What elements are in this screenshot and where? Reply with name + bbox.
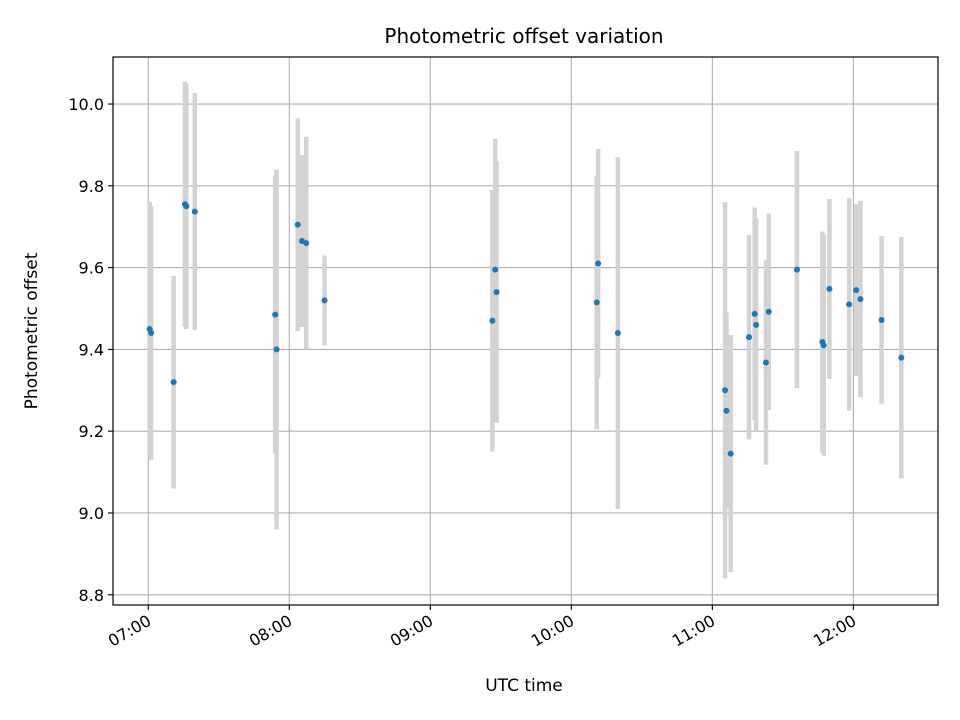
y-tick-label: 9.6	[79, 259, 104, 278]
data-point	[846, 301, 853, 308]
data-point	[765, 308, 772, 315]
data-point	[170, 379, 177, 386]
chart-title: Photometric offset variation	[384, 24, 663, 48]
data-point	[727, 450, 734, 457]
plot-frame	[112, 56, 939, 606]
data-point	[722, 387, 729, 394]
data-point	[826, 285, 833, 292]
grid	[113, 57, 938, 605]
data-point	[878, 316, 885, 323]
data-point	[183, 203, 190, 210]
x-axis-label: UTC time	[485, 676, 563, 696]
data-point	[853, 287, 860, 294]
data-point	[723, 407, 730, 414]
data-point	[492, 266, 499, 273]
y-tick-label: 8.8	[79, 586, 104, 605]
data-point	[321, 297, 328, 304]
data-point	[191, 208, 198, 215]
data-point	[820, 342, 827, 349]
data-point	[593, 299, 600, 306]
data-point	[857, 296, 864, 303]
data-point	[762, 359, 769, 366]
data-point	[489, 317, 496, 324]
data-points	[146, 201, 905, 457]
data-point	[753, 321, 760, 328]
data-point	[303, 240, 310, 247]
data-point	[595, 260, 602, 267]
data-point	[493, 289, 500, 296]
y-tick-label: 9.2	[79, 422, 104, 441]
y-tick-label: 10.0	[68, 95, 104, 114]
data-point	[148, 330, 155, 337]
data-point	[614, 330, 621, 337]
y-tick-label: 9.4	[79, 340, 104, 359]
data-point	[272, 311, 279, 318]
y-axis-label: Photometric offset	[22, 252, 42, 409]
data-point	[793, 266, 800, 273]
y-tick-label: 9.0	[79, 504, 104, 523]
data-point	[751, 310, 758, 317]
y-tick-label: 9.8	[79, 177, 104, 196]
data-point	[294, 221, 301, 228]
data-point	[898, 354, 905, 361]
data-point	[273, 346, 280, 353]
data-point	[746, 334, 753, 341]
